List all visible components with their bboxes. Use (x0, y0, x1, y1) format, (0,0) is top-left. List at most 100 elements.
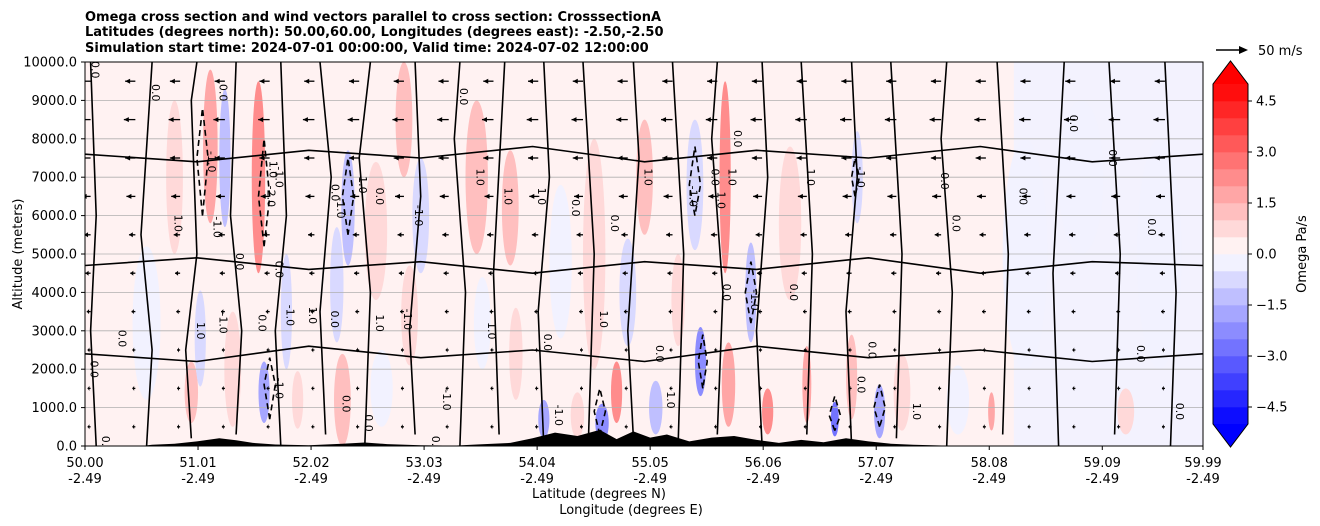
contour-line (85, 257, 1203, 274)
wind-key-label: 50 m/s (1258, 44, 1303, 59)
wind-vector-head (168, 117, 174, 123)
colorbar-segment (1213, 135, 1248, 153)
y-tick-label: 9000.0 (32, 94, 78, 109)
colorbar-segment (1213, 373, 1248, 391)
wind-vector-head (759, 385, 761, 391)
contour-line-negative (744, 261, 758, 324)
contour-label: 1.0 (642, 168, 655, 186)
wind-vector-head (132, 424, 135, 430)
wind-vector-head (311, 347, 314, 353)
colorbar-extend-min (1213, 424, 1248, 447)
wind-vector-head (397, 232, 402, 238)
wind-vector-head (534, 309, 537, 315)
wind-vector-head (171, 193, 177, 199)
wind-vector-head (980, 270, 984, 276)
contour-line-negative (688, 146, 702, 216)
wind-vector-head (393, 155, 399, 161)
contour-label: 0.0 (328, 311, 341, 329)
omega-cell (292, 371, 304, 429)
wind-vector-head (666, 232, 670, 238)
colorbar: −4.5 −3.0 −1.5 0.0 1.5 3.0 4.5 (1212, 60, 1288, 448)
contour-label: -1.0 (854, 166, 867, 187)
omega-cell (194, 290, 206, 387)
wind-vector-head (393, 78, 399, 84)
wind-vector-head (667, 270, 671, 276)
omega-cell (830, 401, 839, 437)
contour-line-negative (257, 138, 271, 247)
contour-label: -1.0 (211, 216, 224, 237)
x-tick-label-lat: 58.08 (971, 456, 1008, 471)
wind-vector-head (842, 193, 848, 199)
wind-vector-head (304, 78, 310, 84)
wind-vector-head (352, 232, 357, 238)
wind-vector-head (215, 193, 221, 199)
omega-contours (85, 62, 1203, 446)
contour-label: 0.0 (373, 188, 386, 206)
contour-label: -1.0 (272, 166, 285, 187)
x-tick-label-lat: 52.02 (292, 456, 329, 471)
contour-line (319, 62, 332, 435)
colorbar-segment (1213, 305, 1248, 323)
wind-vector-head (841, 78, 847, 84)
wind-vector-head (490, 424, 493, 430)
contour-line (710, 62, 724, 435)
wind-key-arrow-head (1239, 46, 1248, 54)
wind-vector-head (490, 385, 493, 391)
wind-vector-head (444, 309, 448, 315)
contour-line (1052, 62, 1065, 446)
contour-label: 1.0 (714, 191, 727, 209)
wind-vector-head (1066, 193, 1072, 199)
omega-cell (946, 365, 970, 435)
colorbar-segment (1213, 118, 1248, 136)
omega-cell (686, 119, 704, 251)
colorbar-segment (1213, 152, 1248, 170)
contour-line (89, 62, 97, 446)
contour-label: -1.0 (283, 305, 296, 326)
contour-line (582, 62, 595, 435)
contour-line-negative (828, 393, 842, 431)
wind-vector-head (483, 78, 489, 84)
wind-vector-head (708, 193, 714, 199)
omega-cell (893, 353, 911, 431)
wind-vector-head (126, 193, 132, 199)
wind-vector-head (302, 117, 308, 123)
wind-vector-head (982, 347, 985, 353)
contour-label: 0.0 (89, 61, 102, 79)
contour-line-negative (850, 157, 861, 197)
y-tick-label: 10000.0 (23, 56, 77, 71)
wind-vector-head (662, 155, 668, 161)
wind-vector-head (616, 117, 622, 123)
wind-vector-head (662, 78, 668, 84)
wind-vector-head (938, 347, 940, 353)
wind-vector-head (438, 155, 444, 161)
wind-vector-head (85, 232, 89, 238)
contour-label: 0.0 (608, 215, 621, 233)
contour-label: -1.0 (748, 289, 761, 310)
x-tick-label-lon: -2.49 (1186, 472, 1220, 487)
contour-label: 1.0 (597, 311, 610, 329)
colorbar-tick-label: −1.5 (1256, 299, 1288, 314)
contour-label: 0.0 (99, 436, 112, 454)
wind-vector-head (845, 232, 850, 238)
omega-cell (501, 150, 519, 266)
contour-line (996, 62, 1010, 435)
x-tick-label-lon: -2.49 (859, 472, 893, 487)
colorbar-segment (1213, 220, 1248, 238)
wind-vector-head (623, 309, 627, 315)
wind-vector-head (712, 270, 716, 276)
wind-vector-head (714, 424, 717, 430)
wind-vector-head (796, 78, 802, 84)
wind-vector-head (848, 347, 851, 353)
wind-vector-head (572, 78, 578, 84)
contour-line (627, 62, 640, 439)
colorbar-segment (1213, 288, 1248, 306)
wind-vector-head (979, 232, 984, 238)
wind-vector-head (439, 193, 445, 199)
wind-vector-head (892, 309, 895, 315)
wind-vector-head (750, 117, 756, 123)
x-axis: 50.00-2.4951.01-2.4952.02-2.4953.03-2.49… (66, 446, 1222, 487)
wind-vector-head (355, 309, 358, 315)
y-tick-label: 0.0 (56, 440, 77, 455)
wind-vector-head (348, 78, 354, 84)
wind-vector-head (311, 424, 314, 430)
